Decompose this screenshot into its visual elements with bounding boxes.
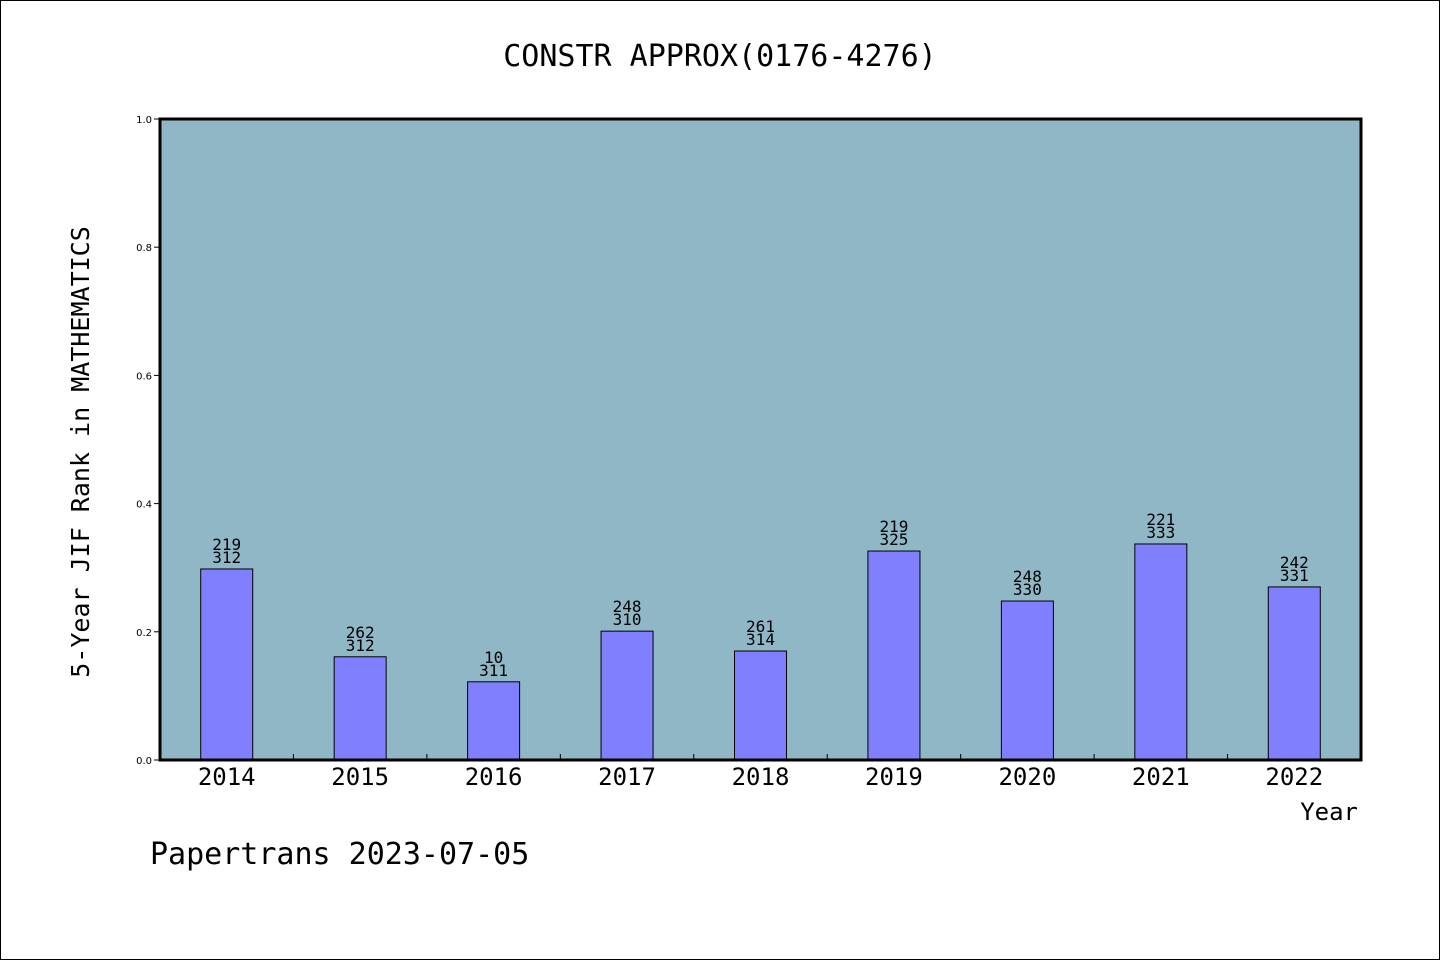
- total-label: 314: [746, 630, 775, 649]
- plot-border: [158, 117, 1363, 762]
- x-tick-label: 2016: [465, 763, 523, 791]
- total-label: 310: [613, 610, 642, 629]
- total-label: 312: [212, 548, 241, 567]
- total-label: 311: [479, 661, 508, 680]
- rank-label: 219: [212, 535, 241, 554]
- bar-2021: [1134, 543, 1188, 761]
- bar-2018: [734, 650, 787, 761]
- x-tick-label: 2014: [198, 763, 256, 791]
- x-tick-label: 2019: [865, 763, 923, 791]
- y-tick-label: 0.4: [136, 500, 152, 511]
- bar-2020: [1000, 600, 1054, 761]
- x-tick-label: 2017: [598, 763, 656, 791]
- x-tick-label: 2022: [1265, 763, 1323, 791]
- x-tick-label: 2015: [331, 763, 389, 791]
- rank-label: 221: [1146, 510, 1175, 529]
- x-tick-label: 2020: [998, 763, 1056, 791]
- x-axis: 2014 2015 2016 2017 2018 2019 2020 2021 2022: [198, 754, 1323, 791]
- bars: [200, 543, 1321, 761]
- rank-label: 10: [484, 648, 503, 667]
- rank-label: 248: [613, 597, 642, 616]
- y-tick-label: 0.8: [136, 243, 152, 254]
- total-label: 331: [1280, 566, 1309, 585]
- bar-2022: [1267, 586, 1321, 761]
- total-label: 325: [879, 530, 908, 549]
- bar-2016: [467, 681, 521, 761]
- bar-2017: [600, 630, 654, 761]
- bar-2015: [333, 656, 387, 761]
- rank-label: 248: [1013, 567, 1042, 586]
- rank-label: 242: [1280, 553, 1309, 572]
- total-label: 333: [1146, 523, 1175, 542]
- y-axis-title: 5-Year JIF Rank in MATHEMATICS: [66, 226, 95, 678]
- y-tick-label: 0.6: [136, 371, 152, 382]
- bar-2014: [200, 568, 254, 761]
- rank-label: 262: [346, 623, 375, 642]
- x-tick-label: 2018: [732, 763, 790, 791]
- total-label: 330: [1013, 580, 1042, 599]
- y-tick-label: 0.0: [136, 756, 152, 767]
- y-axis: 0.0 0.2 0.4 0.6 0.8 1.0: [136, 115, 160, 767]
- rank-label: 261: [746, 617, 775, 636]
- bar-2019: [867, 550, 921, 761]
- rank-label: 219: [879, 517, 908, 536]
- total-label: 312: [346, 636, 375, 655]
- footer-text: Papertrans 2023-07-05: [150, 837, 529, 872]
- x-tick-label: 2021: [1132, 763, 1190, 791]
- y-tick-label: 0.2: [136, 628, 152, 639]
- chart-title: CONSTR APPROX(0176-4276): [503, 39, 936, 74]
- x-axis-title: Year: [1300, 798, 1358, 826]
- y-tick-label: 1.0: [136, 115, 152, 126]
